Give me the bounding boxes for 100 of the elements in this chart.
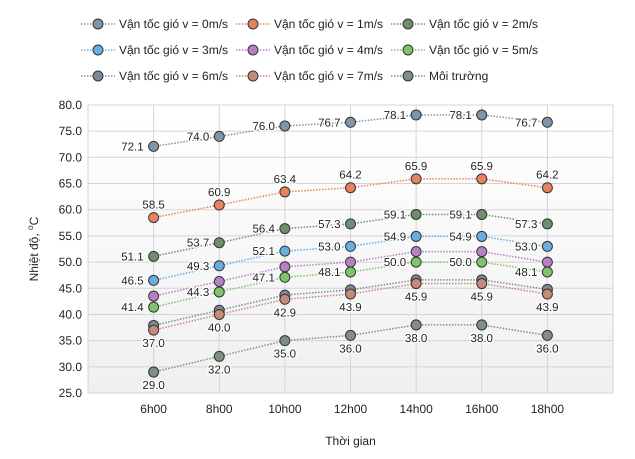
- point: [476, 246, 488, 258]
- data-label: 29.0: [142, 380, 165, 392]
- data-label: 36.0: [536, 343, 559, 356]
- legend-label: Vận tốc gió v = 6m/s: [119, 69, 228, 83]
- legend-label: Môi trường: [429, 69, 488, 83]
- data-label: 54.9: [384, 231, 406, 244]
- data-label: 41.4: [121, 302, 144, 314]
- point: [410, 278, 422, 290]
- point: [345, 266, 356, 278]
- point: [476, 230, 488, 242]
- y-tick-label: 65.0: [58, 176, 82, 191]
- data-label: 35.0: [274, 348, 296, 361]
- data-label: 65.9: [404, 160, 428, 173]
- point: [279, 120, 290, 132]
- point: [148, 290, 160, 302]
- point: [148, 140, 160, 152]
- data-label: 50.0: [384, 257, 406, 270]
- point: [214, 200, 225, 211]
- y-tick-label: 75.0: [58, 124, 82, 138]
- x-tick-label: 16h00: [465, 402, 499, 416]
- point: [410, 246, 422, 258]
- data-label: 59.1: [384, 209, 406, 222]
- y-tick-label: 55.0: [58, 228, 82, 243]
- data-label: 76.7: [318, 117, 340, 130]
- data-label: 65.9: [470, 160, 493, 173]
- data-label: 57.3: [514, 218, 538, 231]
- data-label: 56.4: [252, 224, 276, 236]
- x-tick-label: 6h00: [140, 402, 168, 416]
- point: [345, 330, 356, 341]
- y-tick-label: 45.0: [58, 281, 82, 296]
- point: [279, 246, 290, 257]
- data-label: 48.1: [318, 267, 340, 280]
- point: [279, 272, 290, 283]
- data-label: 32.0: [208, 364, 230, 376]
- data-label: 47.1: [252, 272, 275, 284]
- y-tick-label: 60.0: [58, 202, 82, 217]
- point: [542, 240, 553, 252]
- data-label: 53.0: [318, 241, 340, 254]
- point: [214, 308, 225, 320]
- point: [410, 256, 422, 268]
- legend-label: Vận tốc gió v = 4m/s: [274, 43, 384, 57]
- data-label: 53.7: [186, 238, 210, 250]
- legend-label: Vận tốc gió v = 1m/s: [274, 17, 384, 31]
- data-label: 49.3: [186, 260, 210, 273]
- x-axis-title: Thời gian: [325, 434, 376, 448]
- point: [476, 208, 488, 220]
- data-label: 44.3: [186, 286, 210, 299]
- point: [279, 335, 290, 346]
- data-label: 76.7: [514, 117, 538, 130]
- point: [345, 182, 356, 194]
- point: [214, 237, 225, 248]
- point: [345, 116, 356, 128]
- data-label: 48.1: [514, 267, 538, 280]
- point: [476, 319, 488, 330]
- point: [410, 109, 422, 120]
- data-label: 43.9: [339, 302, 362, 314]
- data-label: 78.1: [384, 110, 406, 122]
- data-label: 52.1: [252, 246, 275, 258]
- data-label: 38.0: [404, 332, 428, 345]
- data-label: 64.2: [536, 170, 559, 182]
- y-tick-label: 50.0: [58, 255, 82, 270]
- point: [345, 288, 356, 300]
- x-tick-label: 10h00: [268, 402, 302, 416]
- point: [279, 294, 290, 305]
- legend-label: Vận tốc gió v = 2m/s: [429, 17, 538, 31]
- point: [214, 286, 225, 298]
- point: [214, 260, 225, 272]
- point: [542, 288, 553, 300]
- point: [148, 250, 160, 262]
- point: [542, 218, 553, 230]
- data-label: 58.5: [142, 200, 165, 212]
- y-tick-label: 70.0: [58, 150, 82, 164]
- x-tick-label: 8h00: [206, 402, 233, 416]
- legend-label: Vận tốc gió v = 5m/s: [429, 43, 538, 57]
- data-label: 76.0: [252, 120, 275, 133]
- data-label: 72.1: [121, 141, 144, 154]
- data-label: 43.9: [536, 302, 559, 314]
- point: [148, 302, 160, 313]
- data-label: 37.0: [142, 338, 165, 350]
- point: [542, 182, 553, 194]
- point: [542, 256, 553, 268]
- point: [476, 256, 488, 268]
- point: [410, 319, 422, 330]
- point: [148, 274, 160, 286]
- legend-label: Vận tốc gió v = 0m/s: [119, 17, 228, 31]
- y-tick-label: 80.0: [58, 98, 82, 112]
- point: [345, 218, 356, 230]
- point: [542, 330, 553, 341]
- data-label: 45.9: [404, 292, 428, 304]
- point: [345, 240, 356, 252]
- data-label: 54.9: [449, 231, 472, 244]
- y-tick-label: 35.0: [58, 334, 82, 348]
- point: [542, 116, 553, 128]
- data-label: 59.1: [449, 209, 472, 222]
- data-label: 63.4: [274, 174, 297, 186]
- data-label: 51.1: [121, 251, 144, 264]
- data-label: 42.9: [274, 307, 296, 320]
- data-label: 78.1: [449, 110, 472, 122]
- data-label: 36.0: [339, 343, 362, 356]
- point: [214, 130, 225, 142]
